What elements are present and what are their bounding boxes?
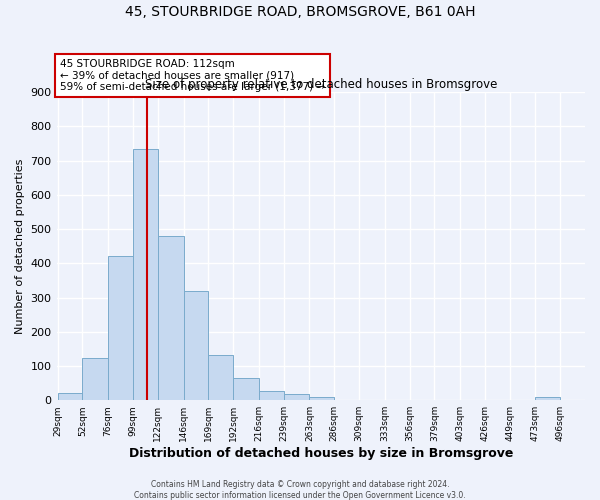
Y-axis label: Number of detached properties: Number of detached properties — [15, 158, 25, 334]
Bar — [108, 256, 133, 400]
Bar — [58, 394, 82, 400]
Bar — [184, 292, 208, 400]
Bar — [284, 394, 310, 400]
Bar — [158, 236, 184, 400]
Text: Contains HM Land Registry data © Crown copyright and database right 2024.
Contai: Contains HM Land Registry data © Crown c… — [134, 480, 466, 500]
Bar — [133, 150, 158, 400]
Bar — [310, 397, 334, 400]
Bar — [233, 378, 259, 400]
Bar — [259, 390, 284, 400]
Title: Size of property relative to detached houses in Bromsgrove: Size of property relative to detached ho… — [145, 78, 497, 91]
Bar — [535, 398, 560, 400]
Text: 45, STOURBRIDGE ROAD, BROMSGROVE, B61 0AH: 45, STOURBRIDGE ROAD, BROMSGROVE, B61 0A… — [125, 5, 475, 19]
Bar — [208, 354, 233, 400]
Text: 45 STOURBRIDGE ROAD: 112sqm
← 39% of detached houses are smaller (917)
59% of se: 45 STOURBRIDGE ROAD: 112sqm ← 39% of det… — [60, 59, 325, 92]
Bar — [82, 358, 108, 400]
X-axis label: Distribution of detached houses by size in Bromsgrove: Distribution of detached houses by size … — [128, 447, 513, 460]
